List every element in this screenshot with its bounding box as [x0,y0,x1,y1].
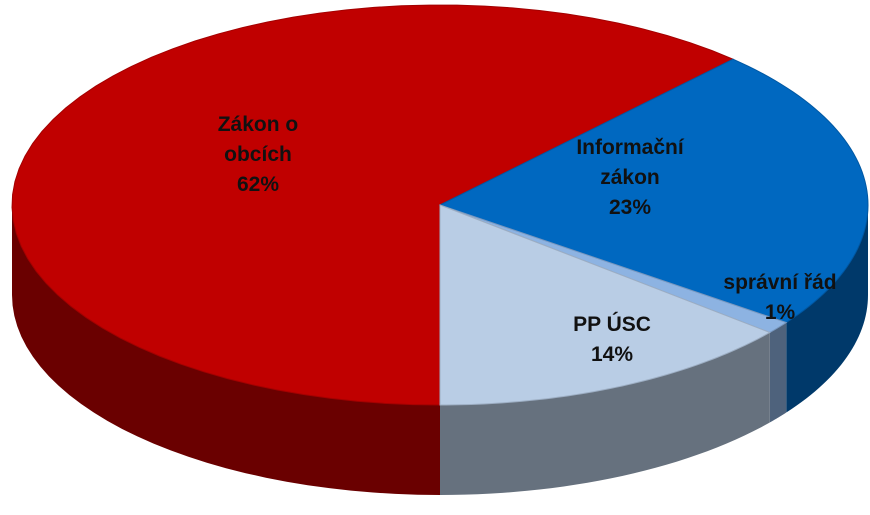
slice-side [440,332,770,495]
label-name: správní řád [723,271,837,294]
label-value: 62% [236,173,280,196]
slice-side [786,205,868,413]
slice [439,204,771,406]
data-label: PP ÚSC 14% [542,310,682,370]
label-value: 23% [608,196,652,219]
data-label: Zákon o obcích 62% [188,110,328,200]
slice [438,58,869,324]
label-value: 1% [764,301,796,324]
data-label: Informační zákon 23% [560,133,700,223]
label-name: PP ÚSC [573,313,651,336]
slice [11,4,735,406]
slice-side [12,205,440,495]
label-value: 14% [590,343,634,366]
data-label: správní řád 1% [695,268,865,328]
label-name: Informační zákon [576,136,684,189]
slice-side [769,322,787,423]
label-name: Zákon o obcích [217,113,299,166]
slice [439,204,788,334]
